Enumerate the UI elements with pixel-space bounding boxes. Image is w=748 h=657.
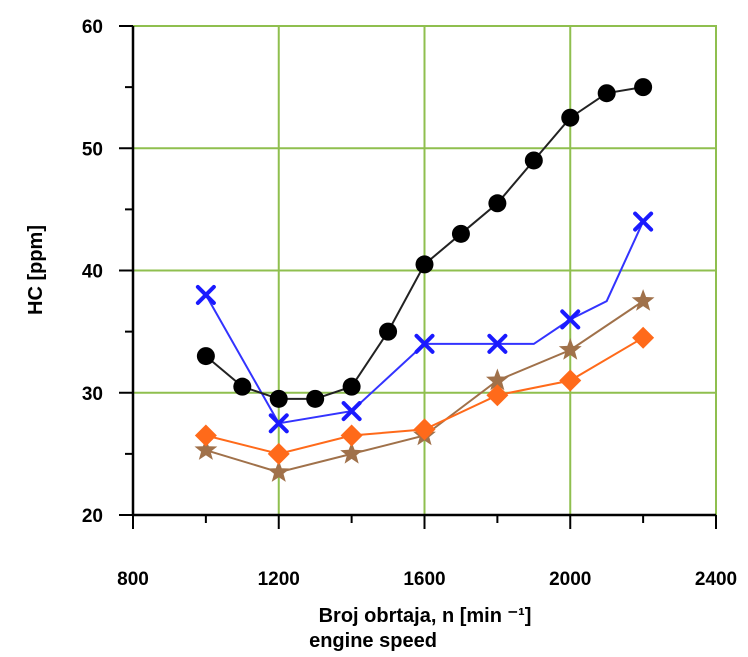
x-stroke [195, 284, 216, 305]
data-point-star [194, 438, 218, 460]
x-stroke [341, 401, 362, 422]
series-orange [194, 326, 655, 465]
x-stroke [633, 211, 654, 232]
data-point-star [631, 289, 655, 311]
x-tick-label: 2000 [549, 569, 591, 590]
data-point-diamond [194, 424, 217, 447]
y-tick-label: 50 [82, 139, 103, 160]
data-point-star [558, 338, 582, 360]
data-point-circle [379, 322, 398, 341]
labels: 20 30 40 50 60 800 1200 1600 2000 2400 [82, 17, 737, 590]
series-blue [195, 211, 654, 434]
data-point-circle [634, 78, 653, 97]
data-point-circle [196, 347, 215, 366]
data-point-diamond [413, 418, 436, 441]
data-point-circle [451, 224, 470, 243]
data-point-diamond [632, 326, 655, 349]
x-stroke [268, 413, 289, 434]
x-tick-label: 1200 [258, 569, 300, 590]
y-tick-label: 20 [82, 506, 103, 527]
data-point-x [414, 333, 435, 354]
data-point-star [267, 460, 291, 482]
x-stroke [414, 333, 435, 354]
x-axis-subtitle: engine speed [309, 630, 437, 652]
x-tick-label: 2400 [695, 569, 737, 590]
data-point-diamond [267, 442, 290, 465]
data-point-x [268, 413, 289, 434]
data-point-diamond [340, 424, 363, 447]
data-point-x [487, 333, 508, 354]
data-point-x [633, 211, 654, 232]
y-tick-label: 30 [82, 384, 103, 405]
x-stroke [487, 333, 508, 354]
x-tick-label: 1600 [403, 569, 445, 590]
x-tick-label: 800 [117, 569, 149, 590]
x-stroke [560, 309, 581, 330]
data-point-x [560, 309, 581, 330]
series-layer [194, 78, 655, 482]
data-point-star [340, 441, 363, 464]
series-black [196, 78, 653, 408]
data-point-x [341, 401, 362, 422]
data-point-circle [561, 108, 580, 127]
data-point-circle [342, 377, 361, 396]
data-point-circle [269, 389, 288, 408]
axes [119, 25, 717, 529]
data-point-x [195, 284, 216, 305]
y-axis-title: HC [ppm] [25, 225, 47, 315]
y-tick-label: 60 [82, 17, 103, 38]
data-point-star [486, 368, 509, 391]
y-tick-label: 40 [82, 262, 103, 283]
data-point-diamond [559, 369, 582, 392]
data-point-circle [306, 389, 325, 408]
data-point-diamond [486, 384, 509, 407]
data-point-circle [488, 194, 507, 213]
data-point-circle [233, 377, 252, 396]
data-point-circle [415, 255, 434, 274]
data-point-circle [597, 84, 616, 103]
data-point-circle [524, 151, 543, 170]
x-axis-title: Broj obrtaja, n [min ⁻¹] [319, 605, 532, 627]
